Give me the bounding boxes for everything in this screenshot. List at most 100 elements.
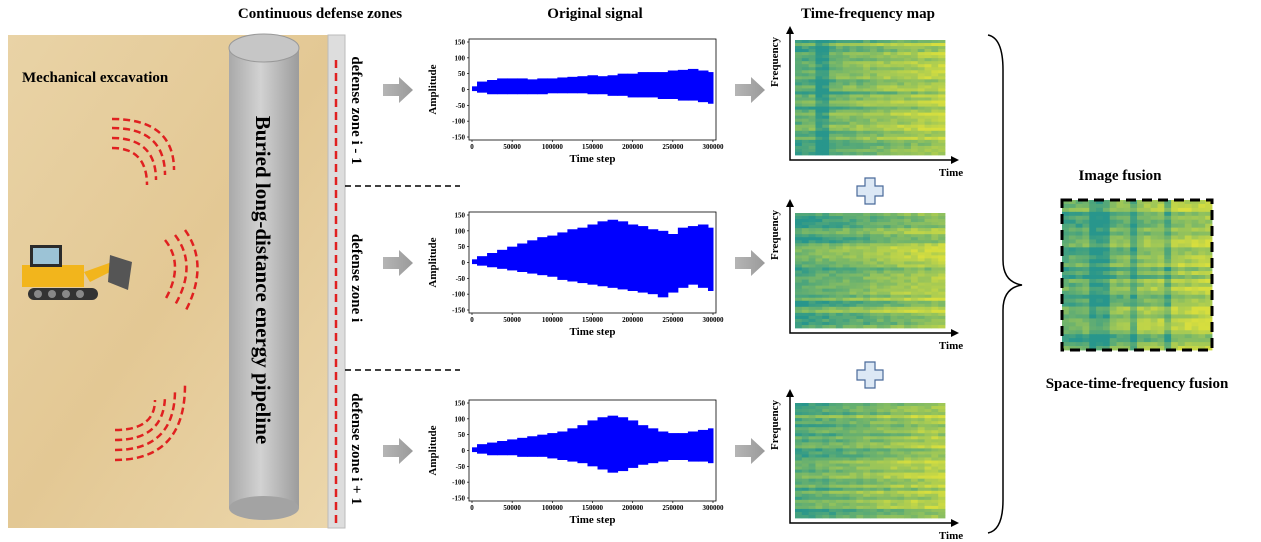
spectrogram-cell	[1110, 283, 1117, 287]
spectrogram-cell	[795, 433, 802, 436]
spectrogram-cell	[1198, 311, 1205, 315]
spectrogram-cell	[925, 509, 932, 512]
spectrogram-cell	[822, 143, 829, 146]
spectrogram-cell	[795, 149, 802, 152]
spectrogram-cell	[877, 237, 884, 240]
spectrogram-cell	[802, 295, 809, 298]
spectrogram-cell	[904, 94, 911, 97]
spectrogram-cell	[904, 255, 911, 258]
spectrogram-cell	[1089, 216, 1096, 220]
spectrogram-cell	[877, 213, 884, 216]
spectrogram-cell	[843, 424, 850, 427]
spectrogram-cell	[918, 485, 925, 488]
spectrogram-cell	[1185, 287, 1192, 291]
spectrogram-cell	[822, 58, 829, 61]
y-axis-label: Amplitude	[427, 64, 439, 114]
spectrogram-cell	[815, 149, 822, 152]
spectrogram-cell	[890, 104, 897, 107]
spectrogram-cell	[795, 252, 802, 255]
spectrogram-cell	[890, 439, 897, 442]
spectrogram-cell	[795, 301, 802, 304]
spectrogram-cell	[884, 134, 891, 137]
spectrogram-cell	[911, 73, 918, 76]
spectrogram-cell	[809, 313, 816, 316]
spectrogram-cell	[890, 445, 897, 448]
x-tick-label: 100000	[542, 143, 564, 151]
spectrogram-cell	[856, 491, 863, 494]
spectrogram-cell	[1089, 239, 1096, 243]
spectrogram-cell	[938, 134, 945, 137]
spectrogram-cell	[884, 104, 891, 107]
spectrogram-cell	[815, 264, 822, 267]
spectrogram-cell	[856, 82, 863, 85]
spectrogram-cell	[911, 91, 918, 94]
spectrogram-cell	[918, 70, 925, 73]
spectrogram-cell	[877, 313, 884, 316]
spectrogram-cell	[850, 107, 857, 110]
spectrogram-cell	[863, 40, 870, 43]
spectrogram-cell	[877, 61, 884, 64]
spectrogram-cell	[918, 476, 925, 479]
spectrogram-cell	[815, 137, 822, 140]
spectrogram-cell	[1198, 267, 1205, 271]
spectrogram-cell	[877, 485, 884, 488]
spectrogram-cell	[890, 509, 897, 512]
spectrogram-cell	[856, 98, 863, 101]
spectrogram-cell	[815, 255, 822, 258]
spectrogram-cell	[856, 515, 863, 518]
spectrogram-cell	[1096, 224, 1103, 228]
spectrogram-cell	[897, 319, 904, 322]
x-axis-label: Time step	[570, 326, 616, 338]
spectrogram-cell	[795, 316, 802, 319]
spectrogram-cell	[856, 467, 863, 470]
spectrogram-cell	[850, 476, 857, 479]
spectrogram-cell	[938, 264, 945, 267]
spectrogram-cell	[836, 325, 843, 328]
x-axis-label: Time step	[570, 153, 616, 165]
spectrogram-cell	[802, 304, 809, 307]
signal-envelope	[587, 420, 598, 466]
spectrogram-cell	[1076, 220, 1083, 224]
spectrogram-cell	[877, 316, 884, 319]
spectrogram-cell	[795, 421, 802, 424]
spectrogram-cell	[795, 234, 802, 237]
spectrogram-cell	[822, 134, 829, 137]
spectrogram-cell	[802, 457, 809, 460]
spectrogram-cell	[870, 310, 877, 313]
spectrogram-cell	[890, 146, 897, 149]
spectrogram-cell	[843, 464, 850, 467]
spectrogram-cell	[809, 79, 816, 82]
spectrogram-cell	[1164, 263, 1171, 267]
spectrogram-cell	[884, 488, 891, 491]
spectrogram-cell	[822, 280, 829, 283]
spectrogram-cell	[795, 255, 802, 258]
spectrogram-cell	[863, 409, 870, 412]
spectrogram-cell	[938, 82, 945, 85]
spectrogram-cell	[829, 491, 836, 494]
spectrogram-cell	[829, 307, 836, 310]
spectrogram-cell	[904, 234, 911, 237]
spectrogram-cell	[870, 40, 877, 43]
spectrogram-cell	[829, 52, 836, 55]
spectrogram-cell	[815, 134, 822, 137]
spectrogram-cell	[850, 430, 857, 433]
spectrogram-cell	[809, 503, 816, 506]
signal-envelope	[608, 416, 619, 473]
x-tick-label: 250000	[662, 316, 684, 324]
spectrogram-cell	[1164, 314, 1171, 318]
spectrogram-cell	[884, 94, 891, 97]
spectrogram-cell	[931, 503, 938, 506]
spectrogram-cell	[938, 119, 945, 122]
spectrogram-cell	[863, 451, 870, 454]
spectrogram-cell	[897, 76, 904, 79]
spectrogram-cell	[870, 509, 877, 512]
spectrogram-cell	[1137, 295, 1144, 299]
spectrogram-cell	[1185, 247, 1192, 251]
spectrogram-cell	[850, 143, 857, 146]
spectrogram-cell	[1178, 326, 1185, 330]
spectrogram-cell	[904, 140, 911, 143]
spectrogram-cell	[836, 255, 843, 258]
spectrogram-cell	[884, 442, 891, 445]
spectrogram-cell	[1178, 318, 1185, 322]
spectrogram-cell	[815, 457, 822, 460]
